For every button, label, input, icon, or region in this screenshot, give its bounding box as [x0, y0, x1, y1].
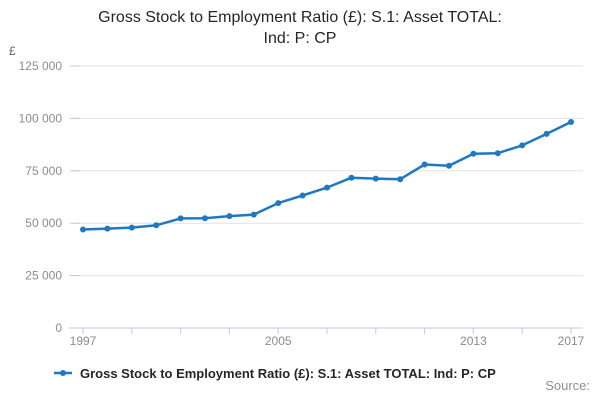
data-point[interactable]: [80, 226, 86, 233]
data-point[interactable]: [226, 213, 233, 220]
data-point[interactable]: [519, 142, 526, 149]
x-tick-label: 2017: [558, 334, 585, 348]
y-tick-label: 50 000: [25, 216, 62, 230]
data-point[interactable]: [421, 161, 428, 168]
data-point[interactable]: [128, 224, 135, 231]
source-label: Source:: [545, 378, 590, 393]
data-point[interactable]: [299, 192, 306, 199]
legend-label: Gross Stock to Employment Ratio (£): S.1…: [80, 365, 496, 381]
chart-plot: 0 25 000 50 000 75 000 100 000 125 000 1997 200…: [19, 59, 585, 348]
data-point[interactable]: [446, 162, 452, 169]
data-point[interactable]: [104, 225, 111, 232]
x-tick-label: 2005: [265, 334, 292, 348]
x-tick-label: 1997: [70, 334, 97, 348]
data-point[interactable]: [397, 176, 404, 183]
y-tick-label: 125 000: [19, 59, 63, 73]
data-point[interactable]: [202, 215, 208, 222]
data-point[interactable]: [153, 222, 160, 229]
data-point[interactable]: [494, 150, 501, 157]
data-point[interactable]: [372, 175, 379, 182]
data-point[interactable]: [177, 215, 184, 222]
y-tick-label: 100 000: [19, 111, 63, 125]
y-tick-label: 75 000: [25, 164, 62, 178]
page-title-line1: Gross Stock to Employment Ratio (£): S.1…: [98, 9, 502, 26]
data-point[interactable]: [348, 174, 355, 181]
legend: Gross Stock to Employment Ratio (£): S.1…: [53, 363, 496, 383]
data-point[interactable]: [568, 119, 574, 125]
data-point[interactable]: [275, 200, 282, 207]
y-tick-label: 0: [55, 321, 62, 335]
page-title: Gross Stock to Employment Ratio (£): S.1…: [0, 7, 600, 49]
y-axis-unit-label: £: [9, 44, 16, 58]
page-title-line2: Ind: P: CP: [263, 30, 337, 48]
data-point[interactable]: [250, 211, 257, 218]
x-tick-label: 2013: [460, 334, 487, 348]
data-point[interactable]: [324, 184, 330, 191]
legend-marker-icon: [54, 370, 72, 376]
data-point[interactable]: [470, 150, 477, 157]
data-line: [81, 120, 573, 231]
y-tick-label: 25 000: [25, 269, 62, 283]
data-point[interactable]: [543, 130, 550, 137]
